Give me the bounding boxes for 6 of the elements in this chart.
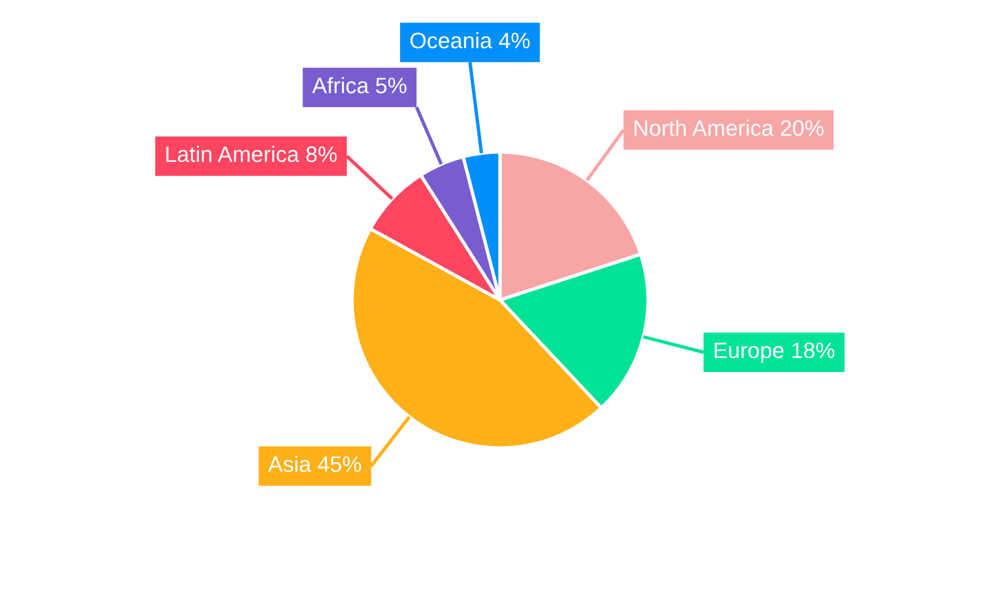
- slice-label: Asia 45%: [268, 456, 362, 472]
- slice-label: Latin America 8%: [166, 146, 337, 162]
- slice-label: North America 20%: [634, 120, 824, 136]
- slice-label: Africa 5%: [312, 77, 406, 94]
- slice-label: Oceania 4%: [410, 32, 530, 48]
- slice-label: Europe 18%: [714, 342, 834, 363]
